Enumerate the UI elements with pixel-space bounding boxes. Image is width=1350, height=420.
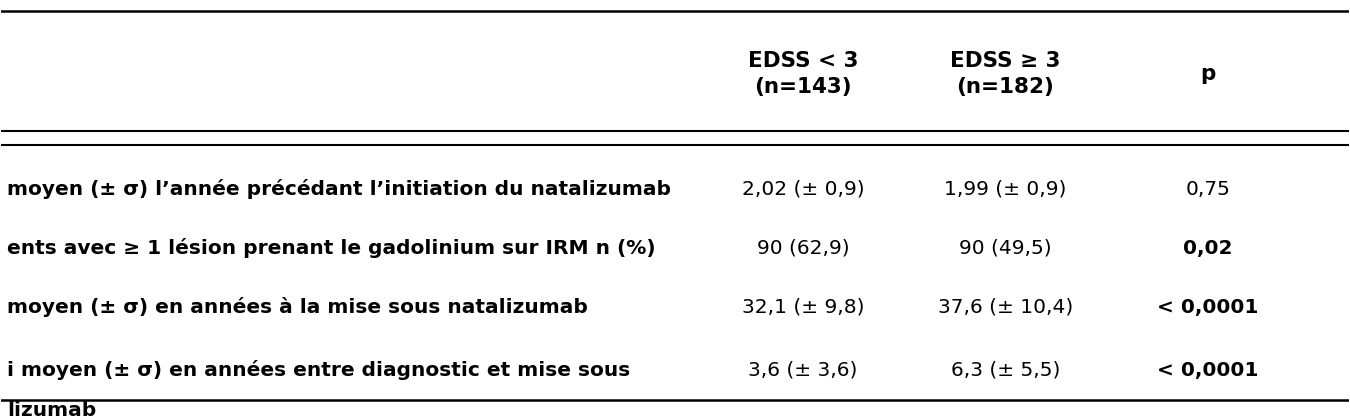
Text: moyen (± σ) l’année précédant l’initiation du natalizumab: moyen (± σ) l’année précédant l’initiati… [8,179,671,200]
Text: 90 (49,5): 90 (49,5) [958,239,1052,258]
Text: lizumab: lizumab [8,401,97,420]
Text: i moyen (± σ) en années entre diagnostic et mise sous: i moyen (± σ) en années entre diagnostic… [8,360,630,380]
Text: 37,6 (± 10,4): 37,6 (± 10,4) [938,298,1073,317]
Text: 0,02: 0,02 [1183,239,1233,258]
Text: 3,6 (± 3,6): 3,6 (± 3,6) [748,360,857,380]
Text: 32,1 (± 9,8): 32,1 (± 9,8) [743,298,864,317]
Text: 2,02 (± 0,9): 2,02 (± 0,9) [741,180,864,199]
Text: p: p [1200,64,1215,84]
Text: 6,3 (± 5,5): 6,3 (± 5,5) [950,360,1060,380]
Text: 0,75: 0,75 [1185,180,1230,199]
Text: moyen (± σ) en années à la mise sous natalizumab: moyen (± σ) en années à la mise sous nat… [8,297,589,317]
Text: EDSS ≥ 3
(n=182): EDSS ≥ 3 (n=182) [950,51,1061,97]
Text: EDSS < 3
(n=143): EDSS < 3 (n=143) [748,51,859,97]
Text: ents avec ≥ 1 lésion prenant le gadolinium sur IRM n (%): ents avec ≥ 1 lésion prenant le gadolini… [8,238,656,258]
Text: < 0,0001: < 0,0001 [1157,360,1258,380]
Text: < 0,0001: < 0,0001 [1157,298,1258,317]
Text: 90 (62,9): 90 (62,9) [757,239,849,258]
Text: 1,99 (± 0,9): 1,99 (± 0,9) [944,180,1066,199]
